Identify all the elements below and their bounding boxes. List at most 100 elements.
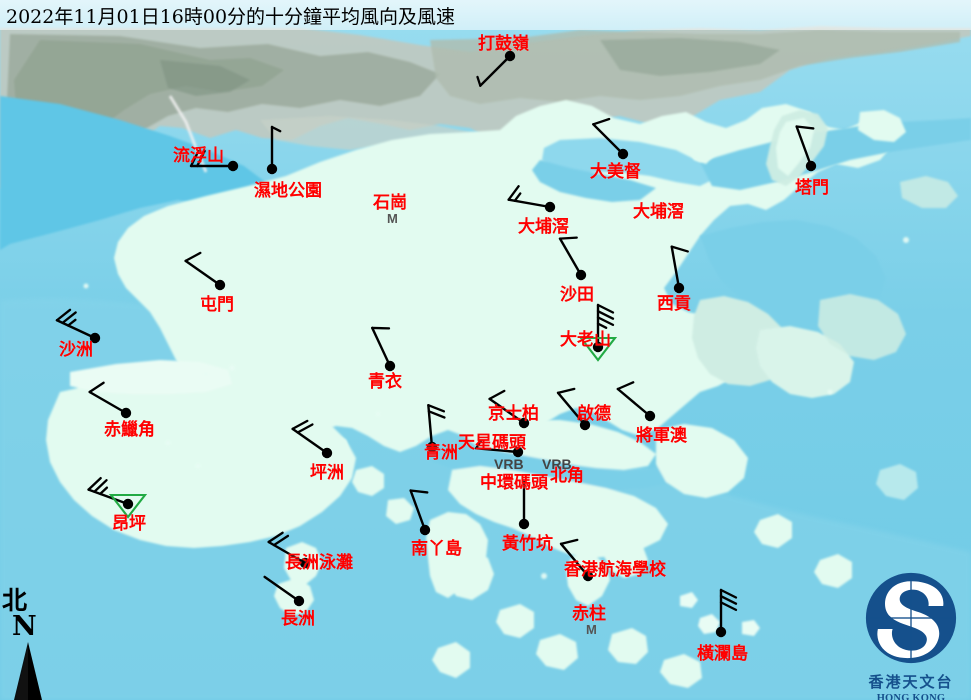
- compass-rose: 北 N: [2, 588, 58, 700]
- station-label-3: 石崗: [373, 193, 407, 213]
- wind-barb: [592, 117, 625, 156]
- compass-label-cn: 北: [2, 586, 28, 615]
- gale-warning-triangle: [578, 336, 618, 362]
- station-label-20: 將軍澳: [636, 426, 687, 446]
- station-label-2: 濕地公園: [254, 181, 322, 201]
- station-dot[interactable]: [579, 419, 591, 431]
- station-flag-23: VRB: [542, 456, 572, 472]
- wind-barb: [507, 185, 552, 209]
- station-label-0: 打鼓嶺: [478, 34, 529, 54]
- station-dot[interactable]: [617, 148, 629, 160]
- wind-barb: [476, 54, 512, 87]
- station-label-12: 沙洲: [59, 340, 93, 360]
- wind-barb: [87, 476, 130, 506]
- station-dot[interactable]: [518, 417, 530, 429]
- station-label-23: 北角: [550, 466, 584, 486]
- station-label-5: 塔門: [795, 178, 829, 198]
- station-dot[interactable]: [582, 570, 594, 582]
- station-dot[interactable]: [575, 269, 587, 281]
- station-label-21: 天星碼頭: [458, 433, 526, 453]
- station-flag-21: VRB: [494, 456, 524, 472]
- wind-barb: [189, 149, 235, 168]
- station-flag-3: M: [387, 211, 398, 226]
- station-label-15: 坪洲: [310, 463, 344, 483]
- wind-barb: [263, 575, 301, 603]
- station-dot[interactable]: [518, 518, 530, 530]
- station-dot[interactable]: [504, 50, 516, 62]
- page-title: 2022年11月01日16時00分的十分鐘平均風向及風速: [6, 6, 456, 28]
- wind-barb: [488, 389, 526, 425]
- station-label-6: 大埔滘: [633, 202, 684, 222]
- station-label-7: 大埔滘: [518, 217, 569, 237]
- station-dot[interactable]: [673, 282, 685, 294]
- station-label-29: 赤柱: [572, 604, 606, 624]
- station-label-30: 橫瀾島: [697, 644, 748, 664]
- station-dot[interactable]: [122, 498, 134, 510]
- station-label-27: 長洲: [281, 609, 315, 629]
- station-label-25: 南丫島: [411, 539, 462, 559]
- station-dot[interactable]: [419, 524, 431, 536]
- station-label-9: 西貢: [657, 294, 691, 314]
- wind-barb: [291, 419, 329, 455]
- wind-barb: [184, 251, 222, 287]
- station-label-22: 中環碼頭: [480, 473, 548, 493]
- gale-warning-triangle: [108, 493, 148, 519]
- station-dot[interactable]: [512, 446, 524, 458]
- station-dot[interactable]: [321, 447, 333, 459]
- station-label-13: 赤鱲角: [104, 420, 155, 440]
- station-label-10: 大老山: [560, 330, 611, 350]
- wind-barb: [558, 236, 583, 277]
- station-label-8: 沙田: [560, 285, 594, 305]
- station-label-11: 屯門: [200, 295, 234, 315]
- station-label-14: 青衣: [368, 372, 402, 392]
- wind-barb: [409, 489, 429, 532]
- station-label-26: 長洲泳灘: [285, 553, 353, 573]
- wind-barb: [795, 125, 815, 168]
- wind-barb: [616, 381, 652, 418]
- station-dot[interactable]: [715, 626, 727, 638]
- station-dot[interactable]: [299, 557, 311, 569]
- logo-name-cn: 香港天文台: [868, 673, 954, 691]
- wind-barb: [55, 308, 97, 340]
- wind-barb: [267, 531, 307, 565]
- station-dot[interactable]: [644, 410, 656, 422]
- wind-barb: [719, 588, 738, 634]
- station-label-1: 流浮山: [173, 146, 224, 166]
- station-label-18: 京士柏: [488, 404, 539, 424]
- station-dot[interactable]: [89, 332, 101, 344]
- title-bar: [0, 0, 971, 30]
- compass-label-en: N: [12, 611, 37, 642]
- north-arrow-icon: [14, 642, 42, 700]
- station-flag-29: M: [586, 622, 597, 637]
- hko-logo: 香港天文台 HONG KONG OBSERVATORY: [852, 572, 970, 700]
- station-dot[interactable]: [214, 279, 226, 291]
- station-label-4: 大美督: [590, 162, 641, 182]
- station-dot[interactable]: [426, 441, 438, 453]
- station-dot[interactable]: [293, 595, 305, 607]
- wind-barb: [670, 245, 689, 290]
- wind-barb: [270, 125, 282, 171]
- logo-name-en: HONG KONG OBSERVATORY: [876, 693, 946, 700]
- station-label-19: 啟德: [577, 404, 611, 424]
- station-dot[interactable]: [805, 160, 817, 172]
- station-label-17: 青洲: [424, 443, 458, 463]
- station-dot[interactable]: [544, 201, 556, 213]
- station-label-16: 昂坪: [112, 514, 146, 534]
- station-dot[interactable]: [266, 163, 278, 175]
- station-label-28: 香港航海學校: [564, 560, 666, 580]
- wind-barb: [474, 439, 520, 454]
- station-dot[interactable]: [384, 360, 396, 372]
- station-dot[interactable]: [120, 407, 132, 419]
- station-dot[interactable]: [227, 160, 239, 172]
- wind-barb: [556, 387, 587, 427]
- hko-emblem-icon: [865, 572, 957, 664]
- wind-barb: [427, 403, 446, 449]
- station-dot[interactable]: [592, 341, 604, 353]
- station-label-24: 黃竹坑: [502, 534, 553, 554]
- wind-barb: [596, 303, 615, 349]
- wind-barb: [88, 381, 128, 415]
